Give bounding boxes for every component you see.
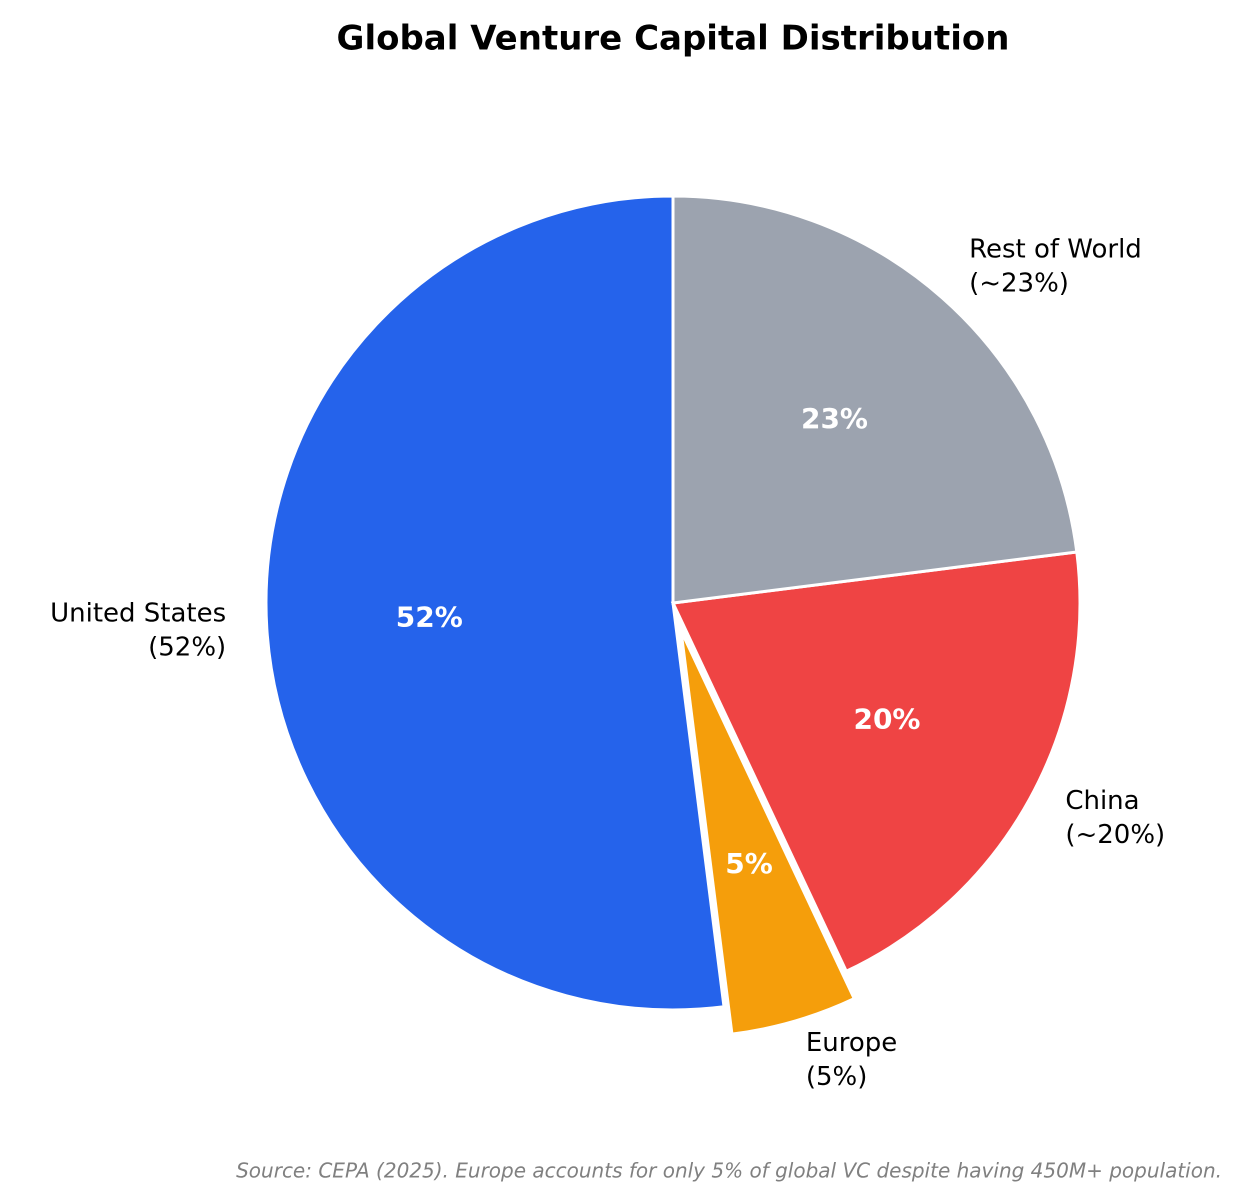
slice-label: United States bbox=[50, 599, 226, 629]
value-label: 52% bbox=[396, 600, 463, 633]
value-label: 23% bbox=[801, 402, 868, 435]
slice-label: Rest of World bbox=[969, 235, 1142, 265]
chart-title: Global Venture Capital Distribution bbox=[337, 19, 1010, 59]
slice-percent: (52%) bbox=[148, 633, 226, 663]
pie-slice bbox=[679, 629, 857, 1036]
slice-percent: (~20%) bbox=[1065, 820, 1165, 850]
slice-label: China bbox=[1065, 786, 1139, 816]
slice-percent: (5%) bbox=[806, 1062, 868, 1092]
pie-slice bbox=[264, 194, 726, 1012]
slice-percent: (~23%) bbox=[969, 269, 1069, 299]
slice-label: Europe bbox=[806, 1028, 897, 1058]
pie-slice bbox=[670, 550, 1082, 974]
value-label: 5% bbox=[725, 847, 773, 880]
value-label: 20% bbox=[853, 703, 920, 736]
source-note: Source: CEPA (2025). Europe accounts for… bbox=[236, 1159, 1222, 1183]
pie-slice bbox=[671, 194, 1079, 605]
